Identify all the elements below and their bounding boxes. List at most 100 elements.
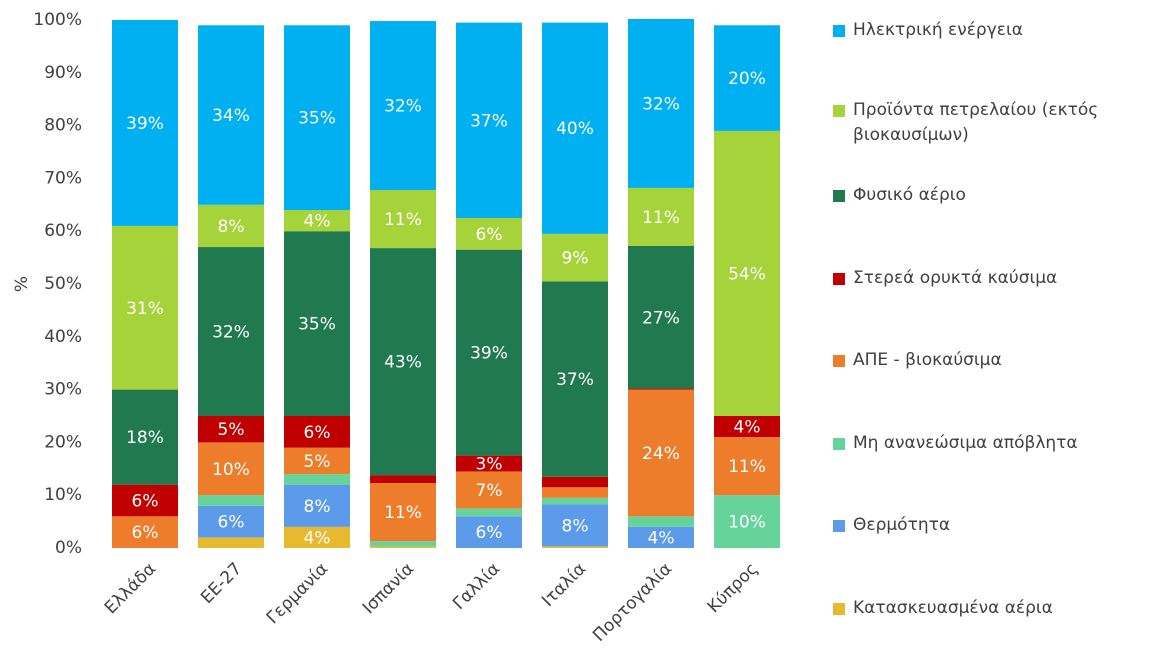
data-label: 35% xyxy=(298,315,336,335)
legend-label: Προϊόντα πετρελαίου (εκτός βιοκαυσίμων) xyxy=(853,100,1099,145)
legend-swatch xyxy=(833,273,845,285)
bar-segment xyxy=(714,416,780,438)
bar-segment xyxy=(714,495,780,548)
x-tick-label: Κύπρος xyxy=(704,559,762,617)
bar-segment xyxy=(198,442,264,496)
data-label: 6% xyxy=(476,225,503,245)
bar-segment xyxy=(284,484,350,527)
legend-label: Φυσικό αέριο xyxy=(853,185,966,205)
bar-segment xyxy=(542,546,608,548)
legend-label: ΑΠΕ - βιοκαύσιμα xyxy=(853,350,1002,370)
legend-swatch xyxy=(833,438,845,450)
bar-segment xyxy=(198,505,264,538)
data-label: 43% xyxy=(384,353,422,373)
bar-segment xyxy=(370,248,436,476)
x-tick-label: Ιταλία xyxy=(538,559,590,611)
x-tick-label: Ισπανία xyxy=(359,559,418,618)
y-tick-label: 70% xyxy=(44,168,82,188)
legend-item: Κατασκευασμένα αέρια xyxy=(833,596,1150,621)
data-label: 11% xyxy=(642,208,680,228)
data-label: 54% xyxy=(728,264,766,284)
bar-segment xyxy=(542,504,608,547)
y-tick-label: 10% xyxy=(44,485,82,505)
data-label: 32% xyxy=(212,323,250,343)
legend-item: Προϊόντα πετρελαίου (εκτός βιοκαυσίμων) xyxy=(833,98,1150,148)
bar-segment xyxy=(284,526,350,548)
bar-segment xyxy=(284,25,350,211)
bar-segment xyxy=(542,476,608,488)
bar-segment xyxy=(284,416,350,448)
y-tick-label: 50% xyxy=(44,274,82,294)
data-label: 8% xyxy=(304,497,331,517)
data-label: 9% xyxy=(562,249,589,269)
legend-swatch xyxy=(833,520,845,532)
bar-segment xyxy=(284,447,350,475)
legend-item: Φυσικό αέριο xyxy=(833,183,1150,208)
bar-segment xyxy=(456,471,522,509)
bar-segment xyxy=(714,130,780,416)
data-label: 6% xyxy=(304,423,331,443)
bar-segment xyxy=(542,487,608,498)
bar-segment xyxy=(198,416,264,443)
data-label: 37% xyxy=(556,370,594,390)
data-label: 35% xyxy=(298,109,336,129)
data-label: 4% xyxy=(734,418,761,438)
x-tick-label: Πορτογαλία xyxy=(589,559,676,646)
data-label: 32% xyxy=(642,94,680,114)
legend-swatch xyxy=(833,355,845,367)
data-label: 11% xyxy=(384,503,422,523)
y-tick-label: 60% xyxy=(44,221,82,241)
data-label: 8% xyxy=(562,516,589,536)
bar-segment xyxy=(370,546,436,548)
bar-segment xyxy=(198,495,264,506)
bar-segment xyxy=(284,210,350,232)
x-tick-label: Γαλλία xyxy=(449,559,504,614)
bar-segment xyxy=(628,388,694,390)
bar-segment xyxy=(628,18,694,188)
data-label: 4% xyxy=(648,528,675,548)
legend-swatch xyxy=(833,25,845,37)
legend-item: Στερεά ορυκτά καύσιμα xyxy=(833,266,1150,291)
data-label: 8% xyxy=(218,217,245,237)
data-label: 37% xyxy=(470,111,508,131)
data-label: 10% xyxy=(728,513,766,533)
bar-segment xyxy=(628,187,694,246)
y-tick-label: 30% xyxy=(44,380,82,400)
bar-segment xyxy=(112,516,178,548)
data-label: 5% xyxy=(218,420,245,440)
bar-segment xyxy=(370,475,436,484)
data-label: 4% xyxy=(304,212,331,232)
legend-swatch xyxy=(833,603,845,615)
legend-label: Στερεά ορυκτά καύσιμα xyxy=(853,268,1058,288)
bar-segment xyxy=(456,22,522,218)
data-label: 5% xyxy=(304,452,331,472)
legend-label: Κατασκευασμένα αέρια xyxy=(853,598,1053,618)
data-label: 11% xyxy=(384,210,422,230)
bar-segment xyxy=(112,225,178,390)
legend-item: Θερμότητα xyxy=(833,513,1150,538)
bar-segment xyxy=(628,245,694,389)
x-tick-label: Ελλάδα xyxy=(101,559,160,618)
bar-segment xyxy=(542,281,608,477)
x-tick-label: ΕΕ-27 xyxy=(197,559,246,608)
data-label: 39% xyxy=(126,114,164,134)
bar-segment xyxy=(112,484,178,517)
bar-segment xyxy=(714,25,780,131)
bar-segment xyxy=(456,249,522,456)
data-label: 7% xyxy=(476,481,503,501)
bar-segment xyxy=(456,218,522,250)
data-label: 34% xyxy=(212,106,250,126)
bar-segment xyxy=(370,541,436,547)
legend-item: Μη ανανεώσιμα απόβλητα xyxy=(833,431,1150,456)
y-tick-label: 0% xyxy=(55,538,82,558)
data-label: 18% xyxy=(126,428,164,448)
legend-item: ΑΠΕ - βιοκαύσιμα xyxy=(833,348,1150,373)
bar-segment xyxy=(112,20,178,226)
x-tick-label: Γερμανία xyxy=(263,559,332,628)
bar-segment xyxy=(284,231,350,416)
bar-segment xyxy=(542,22,608,234)
legend-item: Ηλεκτρική ενέργεια xyxy=(833,18,1150,43)
bar-segment xyxy=(112,389,178,485)
data-label: 6% xyxy=(476,523,503,543)
